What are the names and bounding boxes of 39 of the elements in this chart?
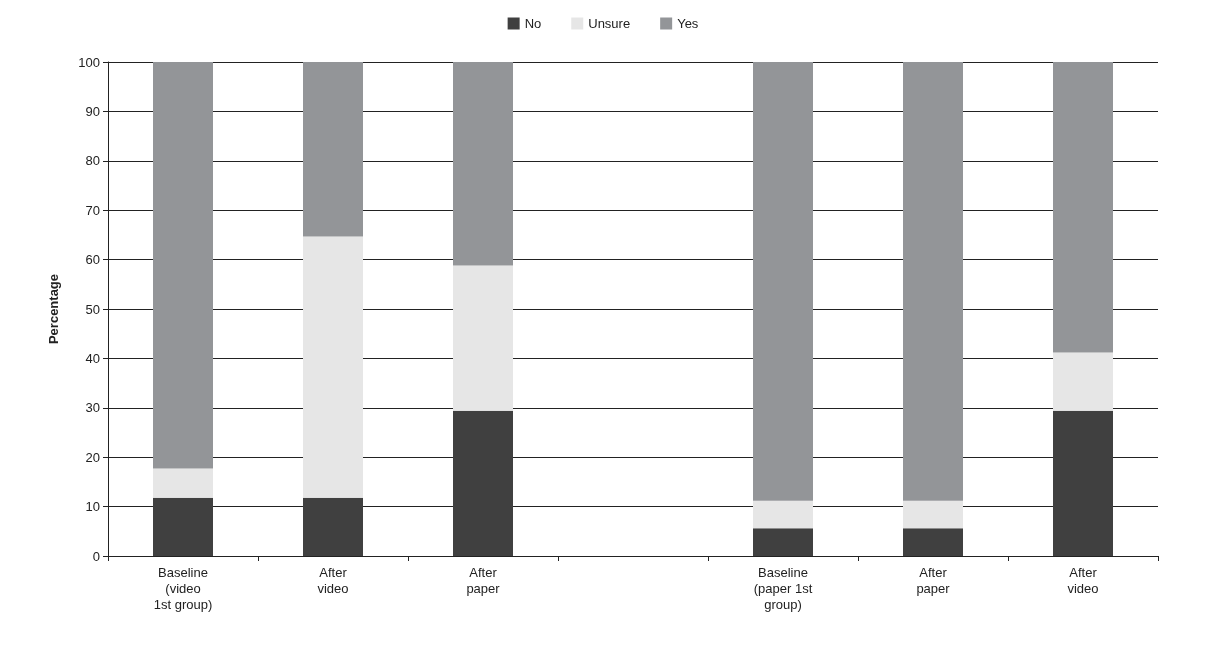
bar <box>153 62 213 469</box>
bar <box>303 236 363 498</box>
bar <box>303 62 363 237</box>
bar <box>903 62 963 501</box>
bar <box>1053 410 1113 556</box>
y-tick-label: 40 <box>85 350 100 366</box>
bar <box>1053 62 1113 353</box>
y-tick-label: 100 <box>78 54 100 70</box>
bar <box>453 265 513 411</box>
bar <box>453 410 513 556</box>
bar <box>303 497 363 556</box>
legend-label: No <box>524 16 542 31</box>
legend-label: Unsure <box>588 16 631 31</box>
bar <box>753 62 813 501</box>
x-tick-label: After paper <box>916 564 951 596</box>
y-tick-label: 20 <box>85 449 100 465</box>
x-tick-label: Baseline (video 1st group) <box>153 564 213 612</box>
x-tick-label: After paper <box>466 564 501 596</box>
x-tick-label: After video <box>1067 564 1099 596</box>
y-tick-label: 50 <box>85 301 100 317</box>
y-tick-label: 90 <box>85 103 100 119</box>
y-tick-label: 0 <box>92 548 100 564</box>
legend-label: Yes <box>677 16 699 31</box>
y-tick-label: 70 <box>85 202 100 218</box>
y-tick-label: 60 <box>85 252 100 268</box>
bar <box>153 497 213 556</box>
bar <box>753 528 813 556</box>
bar <box>903 500 963 529</box>
bar <box>153 468 213 498</box>
y-axis-title: Percentage <box>46 273 61 345</box>
bar <box>903 528 963 556</box>
y-tick-label: 10 <box>85 499 100 515</box>
bar <box>453 62 513 266</box>
y-tick-label: 80 <box>85 153 100 169</box>
bar <box>1053 352 1113 411</box>
x-tick-label: After video <box>317 564 349 596</box>
x-tick-label: Baseline (paper 1st group) <box>753 564 813 612</box>
bar <box>753 500 813 529</box>
y-tick-label: 30 <box>85 400 100 416</box>
